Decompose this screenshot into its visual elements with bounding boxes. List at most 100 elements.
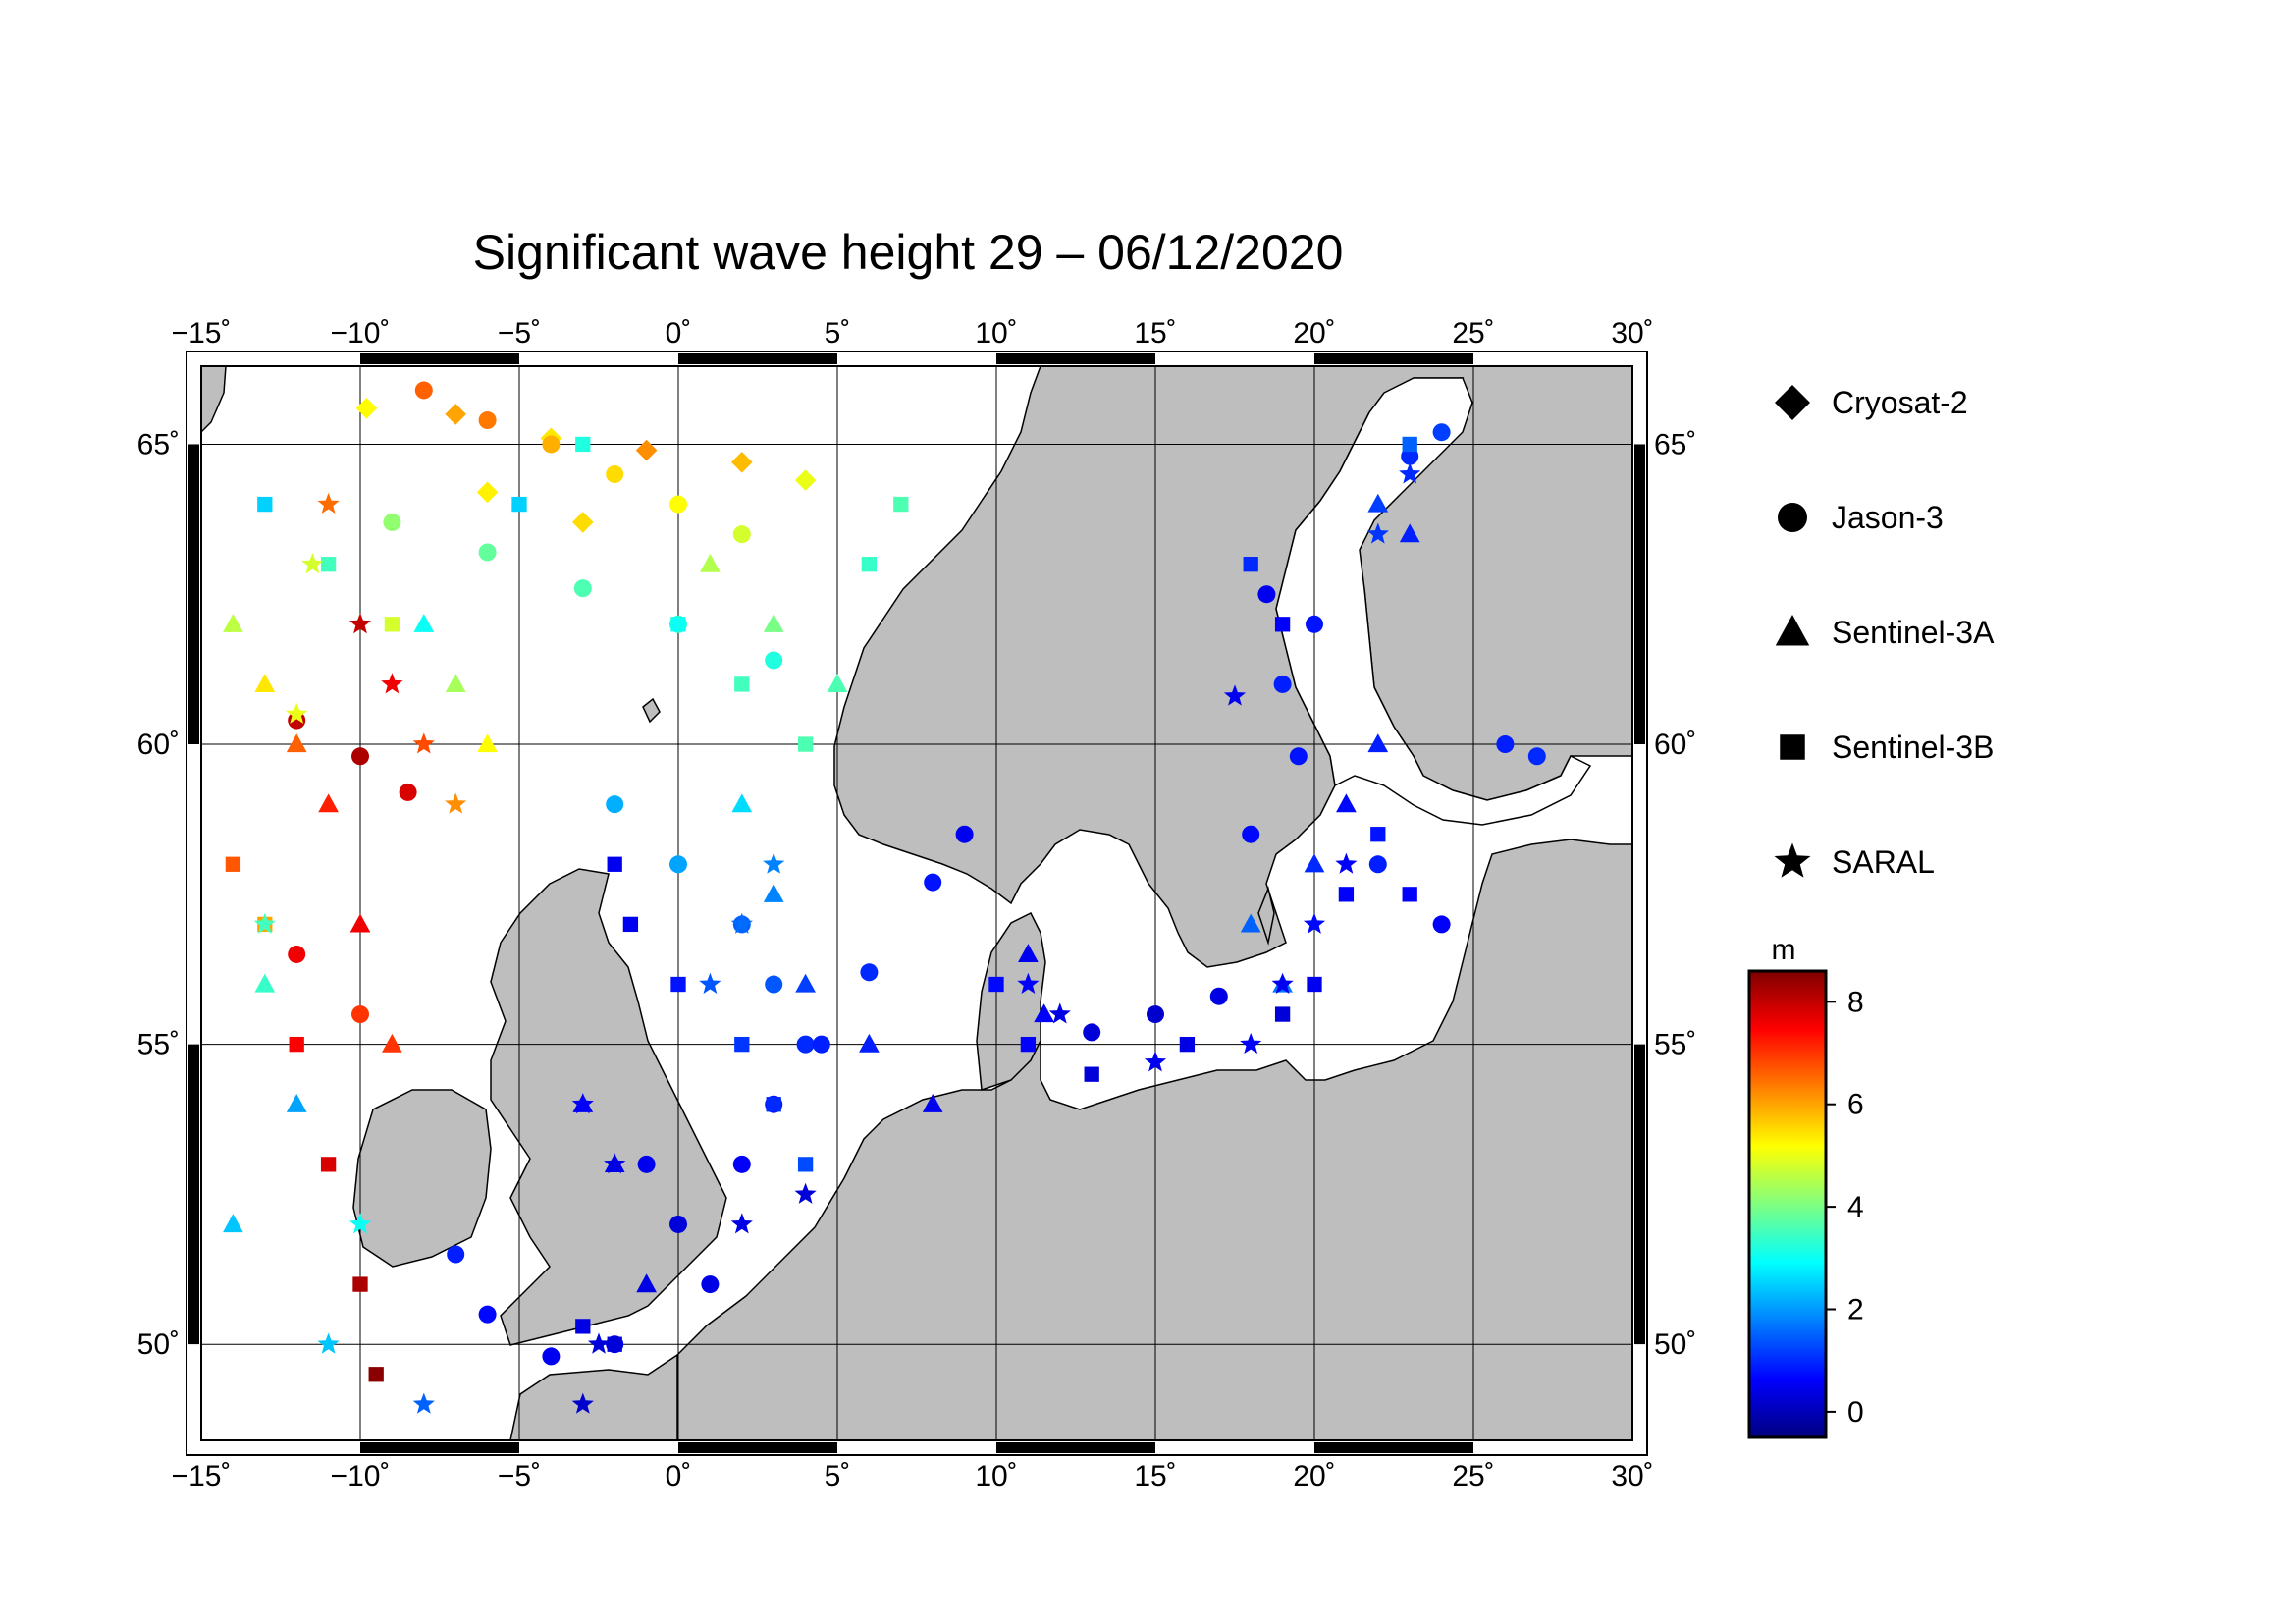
triangle-point <box>1367 493 1389 513</box>
lon-tick-label: −15˚ <box>172 1460 232 1492</box>
star-point <box>412 732 435 754</box>
circle-point <box>1289 747 1308 766</box>
lon-tick-label: 10˚ <box>975 317 1017 350</box>
frame-segment <box>1634 1344 1645 1440</box>
triangle-point <box>223 614 243 632</box>
square-point <box>320 1157 337 1172</box>
circle-point <box>1432 423 1451 442</box>
square-point <box>670 617 686 632</box>
square-point <box>352 1276 368 1292</box>
circle-point <box>1273 675 1292 693</box>
triangle-point <box>318 793 339 813</box>
colorbar: m 8 6 4 2 0 <box>1747 934 1864 1439</box>
frame-segment <box>360 1442 519 1453</box>
frame-segment <box>1155 353 1314 364</box>
star-point <box>1366 522 1389 544</box>
square-point <box>766 1097 781 1112</box>
circle-point <box>606 795 624 814</box>
star-point <box>1240 1032 1262 1055</box>
square-point <box>1274 617 1291 632</box>
frame-segment <box>996 1442 1155 1453</box>
triangle-point <box>1018 944 1039 963</box>
colorbar-tick-label: 6 <box>1847 1089 1864 1121</box>
circle-legend-icon <box>1778 503 1807 532</box>
colorbar-gradient <box>1747 969 1828 1439</box>
colorbar-tick-label: 8 <box>1847 986 1864 1018</box>
square-point <box>893 496 909 513</box>
triangle-point <box>763 884 784 902</box>
triangle-point <box>445 674 466 693</box>
triangle-point <box>795 973 816 993</box>
triangle-point <box>1399 523 1420 543</box>
triangle-point <box>223 1214 243 1233</box>
circle-point <box>1083 1023 1101 1042</box>
square-point <box>257 496 273 513</box>
square-point <box>1020 1036 1037 1053</box>
outer-border <box>186 351 1648 1456</box>
great-britain-land <box>490 868 727 1346</box>
frame-segment <box>678 1442 837 1453</box>
frame-segment <box>1634 1044 1645 1345</box>
star-point <box>794 1182 817 1204</box>
square-point <box>1402 436 1417 453</box>
circle-point <box>669 1215 687 1233</box>
circle-point <box>732 1155 751 1173</box>
circle-point <box>478 543 497 562</box>
star-point <box>1048 1002 1071 1024</box>
star-point <box>1144 1051 1167 1072</box>
lon-tick-label: 25˚ <box>1452 1460 1494 1492</box>
lat-tick-label: 60˚ <box>137 729 180 761</box>
circle-point <box>1306 615 1323 633</box>
lon-tick-label: 15˚ <box>1134 1460 1176 1492</box>
france-land <box>509 1353 678 1440</box>
frame-segment <box>188 366 199 445</box>
triangle-point <box>922 1093 943 1112</box>
star-point <box>730 912 753 934</box>
square-point <box>861 557 878 572</box>
legend-label: SARAL <box>1832 844 1935 880</box>
circle-point <box>955 825 974 843</box>
star-point <box>604 1153 626 1174</box>
frame-segment <box>1314 353 1473 364</box>
circle-point <box>1209 987 1228 1005</box>
circle-point <box>1368 855 1387 874</box>
lon-tick-label: −10˚ <box>331 317 391 350</box>
circle-point <box>542 1347 561 1366</box>
lon-tick-label: −5˚ <box>498 1460 541 1492</box>
star-point <box>317 492 340 514</box>
square-point <box>622 916 639 933</box>
square-point <box>1307 976 1322 993</box>
circle-point <box>1242 825 1260 843</box>
gotland-island <box>1257 886 1275 946</box>
square-point <box>368 1367 384 1382</box>
square-legend-icon <box>1780 734 1805 760</box>
square-point <box>797 736 814 752</box>
triangle-point <box>763 614 784 632</box>
frame-segment <box>519 353 678 364</box>
frame-segment <box>201 1442 360 1453</box>
frame-segment <box>1634 366 1645 445</box>
frame-segment <box>996 353 1155 364</box>
frame-segment <box>188 744 199 1045</box>
star-point <box>412 1392 435 1414</box>
square-point <box>1338 887 1355 902</box>
triangle-point <box>286 1093 307 1112</box>
colorbar-tick-label: 2 <box>1847 1294 1864 1326</box>
faroe-islands <box>642 697 661 724</box>
triangle-point <box>1336 793 1357 813</box>
lon-tick-label: −15˚ <box>172 317 232 350</box>
star-point <box>317 1332 340 1354</box>
circle-point <box>796 1035 815 1054</box>
circle-point <box>765 651 783 670</box>
square-point <box>575 436 591 453</box>
square-point <box>607 1336 622 1352</box>
legend-label: Cryosat-2 <box>1832 385 1968 420</box>
circle-point <box>924 873 942 892</box>
star-point <box>1303 912 1326 934</box>
square-point <box>1274 1006 1291 1022</box>
triangle-legend-icon <box>1775 615 1810 646</box>
circle-point <box>732 525 751 544</box>
frame-segment <box>188 1044 199 1345</box>
lat-tick-label: 60˚ <box>1654 729 1696 761</box>
